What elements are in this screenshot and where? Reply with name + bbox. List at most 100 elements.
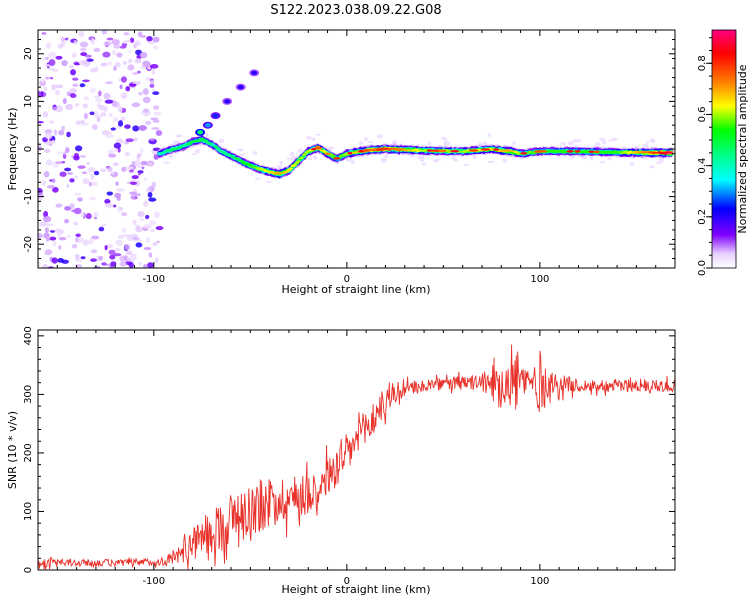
- noise-blob: [113, 162, 119, 166]
- noise-blob: [72, 77, 79, 81]
- noise-blob: [137, 261, 143, 266]
- noise-blob: [80, 211, 85, 218]
- noise-blob: [61, 59, 68, 67]
- faint-speck: [559, 142, 567, 145]
- noise-blob: [156, 240, 160, 244]
- noise-blob: [43, 85, 48, 92]
- noise-blob: [146, 35, 153, 42]
- noise-blob: [125, 250, 133, 255]
- noise-blob: [66, 131, 71, 138]
- noise-blob: [104, 81, 113, 85]
- faint-speck: [502, 158, 508, 163]
- noise-blob: [118, 120, 124, 127]
- noise-blob: [38, 120, 44, 124]
- noise-blob: [93, 212, 99, 218]
- x-tick-label: 0: [344, 274, 350, 285]
- y-tick-label: 20: [23, 47, 34, 60]
- blob-core: [197, 130, 204, 135]
- track-hotspot: [382, 147, 388, 151]
- noise-blob: [74, 145, 83, 152]
- snr-series-line: [38, 344, 675, 570]
- noise-blob: [147, 41, 155, 45]
- track-segment: [340, 155, 346, 157]
- y-tick-label: 0: [23, 567, 34, 573]
- noise-blob: [54, 84, 64, 89]
- noise-blob: [148, 197, 157, 202]
- faint-speck: [658, 157, 664, 163]
- noise-blob: [110, 127, 116, 131]
- noise-blob: [98, 90, 102, 97]
- noise-blob: [74, 175, 78, 179]
- noise-blob: [42, 263, 49, 268]
- noise-blob: [88, 238, 94, 245]
- noise-blob: [141, 166, 145, 170]
- noise-blob: [45, 76, 50, 80]
- track-segment: [323, 151, 328, 154]
- faint-speck: [433, 160, 439, 163]
- noise-blob: [139, 51, 148, 59]
- noise-blob: [99, 168, 107, 173]
- noise-blob: [38, 233, 42, 240]
- noise-blob: [38, 261, 41, 267]
- faint-speck: [463, 163, 470, 167]
- noise-blob: [120, 76, 127, 83]
- noise-blob: [123, 32, 130, 36]
- noise-blob: [112, 117, 119, 123]
- noise-blob: [43, 215, 52, 223]
- noise-blob: [120, 212, 128, 217]
- noise-blob: [58, 245, 62, 250]
- noise-blob: [124, 152, 131, 157]
- faint-speck: [276, 165, 283, 169]
- noise-blob: [39, 78, 47, 82]
- track-hotspot: [574, 150, 581, 153]
- faint-speck: [649, 165, 655, 169]
- track-segment: [261, 168, 267, 171]
- y-tick-label: -10: [23, 188, 34, 204]
- noise-blob: [69, 178, 75, 183]
- noise-blob: [89, 196, 96, 201]
- noise-blob: [94, 95, 101, 100]
- faint-speck: [590, 155, 594, 161]
- noise-blob: [121, 227, 127, 233]
- faint-speck: [482, 141, 488, 146]
- spectrogram-x-axis-label: Height of straight line (km): [281, 283, 430, 296]
- faint-speck: [649, 138, 656, 142]
- track-hotspot: [362, 149, 371, 152]
- chart-title: S122.2023.038.09.22.G08: [270, 3, 441, 18]
- noise-blob: [143, 246, 152, 251]
- noise-blob: [129, 83, 137, 87]
- noise-blob: [92, 181, 98, 187]
- noise-blob: [128, 49, 132, 54]
- faint-speck: [562, 143, 566, 148]
- noise-blob: [42, 111, 49, 118]
- noise-blob: [121, 42, 128, 47]
- noise-blob: [152, 242, 158, 247]
- noise-blob: [151, 181, 156, 188]
- faint-speck: [607, 139, 615, 142]
- noise-blob: [103, 92, 111, 100]
- track-segment: [300, 156, 305, 159]
- noise-blob: [133, 137, 138, 142]
- track-segment: [217, 149, 222, 152]
- noise-blob: [113, 43, 121, 49]
- colorbar-label: Normalized spectral amplitude: [736, 64, 749, 233]
- noise-blob: [77, 236, 84, 243]
- noise-blob: [71, 52, 77, 58]
- noise-blob: [115, 239, 123, 247]
- noise-blob: [65, 147, 70, 154]
- noise-blob: [147, 262, 154, 268]
- noise-blob: [74, 253, 80, 261]
- noise-blob: [89, 87, 96, 94]
- noise-blob: [66, 184, 70, 188]
- track-segment: [288, 167, 294, 170]
- track-segment: [188, 141, 193, 145]
- spectrogram-marks: [38, 30, 674, 268]
- blob-core: [237, 84, 244, 90]
- track-segment: [203, 139, 209, 142]
- y-tick-label: 0: [23, 146, 34, 152]
- faint-speck: [194, 149, 201, 154]
- noise-blob: [135, 226, 144, 233]
- noise-blob: [132, 72, 139, 75]
- noise-blob: [137, 91, 144, 96]
- noise-blob: [116, 196, 121, 201]
